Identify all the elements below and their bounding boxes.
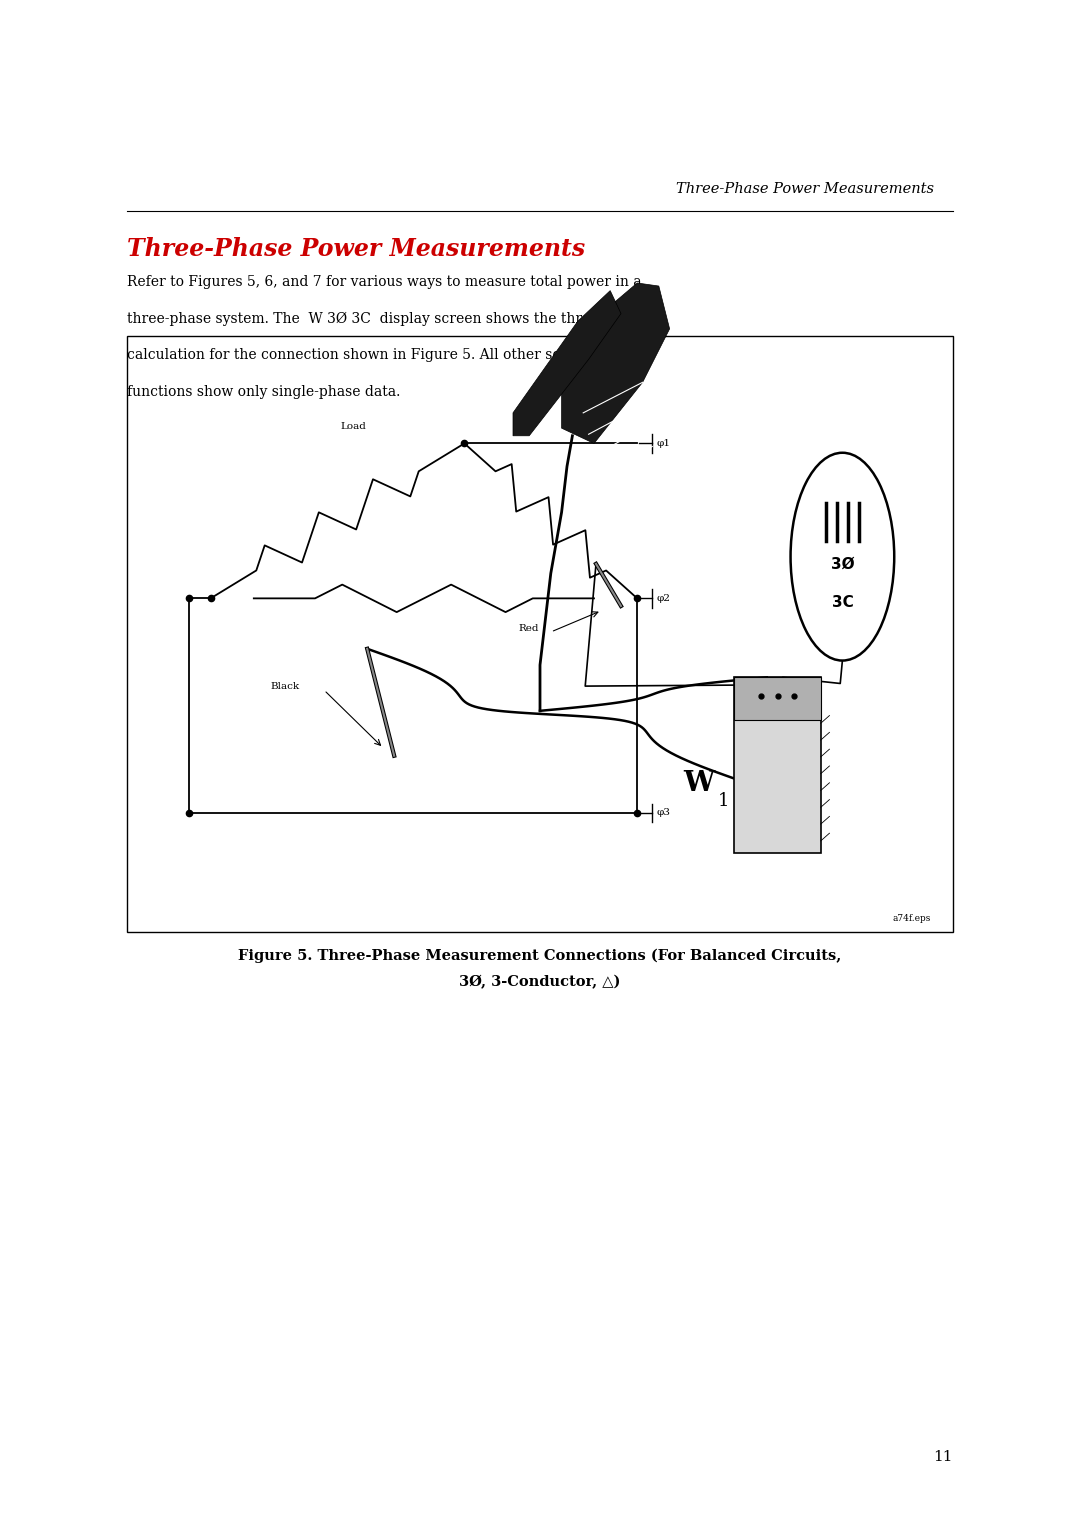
Text: Load: Load — [340, 422, 366, 431]
Text: Figure 5. Three-Phase Measurement Connections (For Balanced Circuits,: Figure 5. Three-Phase Measurement Connec… — [239, 949, 841, 963]
Text: calculation for the connection shown in Figure 5. All other screens and: calculation for the connection shown in … — [127, 348, 631, 362]
Polygon shape — [513, 290, 621, 435]
Ellipse shape — [791, 452, 894, 660]
Bar — [734, 677, 821, 720]
Text: 3Ø: 3Ø — [831, 556, 854, 571]
Text: Refer to Figures 5, 6, and 7 for various ways to measure total power in a: Refer to Figures 5, 6, and 7 for various… — [127, 275, 643, 289]
Text: φ1: φ1 — [657, 439, 671, 448]
Text: a74f.eps: a74f.eps — [892, 914, 931, 923]
Text: Red: Red — [518, 625, 539, 634]
Text: 1: 1 — [718, 792, 730, 810]
Bar — [734, 677, 821, 853]
Text: 3C: 3C — [832, 594, 853, 610]
Polygon shape — [562, 283, 670, 443]
Text: φ2: φ2 — [657, 594, 671, 604]
Text: 3Ø, 3-Conductor, △): 3Ø, 3-Conductor, △) — [459, 975, 621, 989]
Bar — [127, 336, 953, 932]
Text: three-phase system. The  W 3Ø 3C  display screen shows the three-phase: three-phase system. The W 3Ø 3C display … — [127, 312, 646, 325]
Text: functions show only single-phase data.: functions show only single-phase data. — [127, 385, 401, 399]
Text: Black: Black — [270, 683, 299, 692]
Text: W: W — [684, 770, 715, 796]
Text: 11: 11 — [933, 1450, 953, 1464]
Text: Three-Phase Power Measurements: Three-Phase Power Measurements — [676, 182, 934, 196]
Text: Three-Phase Power Measurements: Three-Phase Power Measurements — [127, 237, 585, 261]
Text: φ3: φ3 — [657, 808, 671, 817]
